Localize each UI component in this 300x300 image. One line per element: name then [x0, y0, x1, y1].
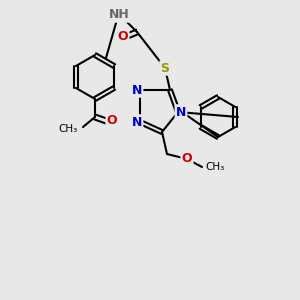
- Text: N: N: [132, 83, 142, 97]
- Text: O: O: [107, 115, 117, 128]
- Text: CH₃: CH₃: [205, 162, 224, 172]
- Text: O: O: [118, 31, 128, 44]
- Text: O: O: [182, 152, 192, 166]
- Text: S: S: [160, 61, 169, 74]
- Text: NH: NH: [109, 8, 129, 22]
- Text: N: N: [176, 106, 186, 118]
- Text: N: N: [132, 116, 142, 128]
- Text: CH₃: CH₃: [59, 124, 78, 134]
